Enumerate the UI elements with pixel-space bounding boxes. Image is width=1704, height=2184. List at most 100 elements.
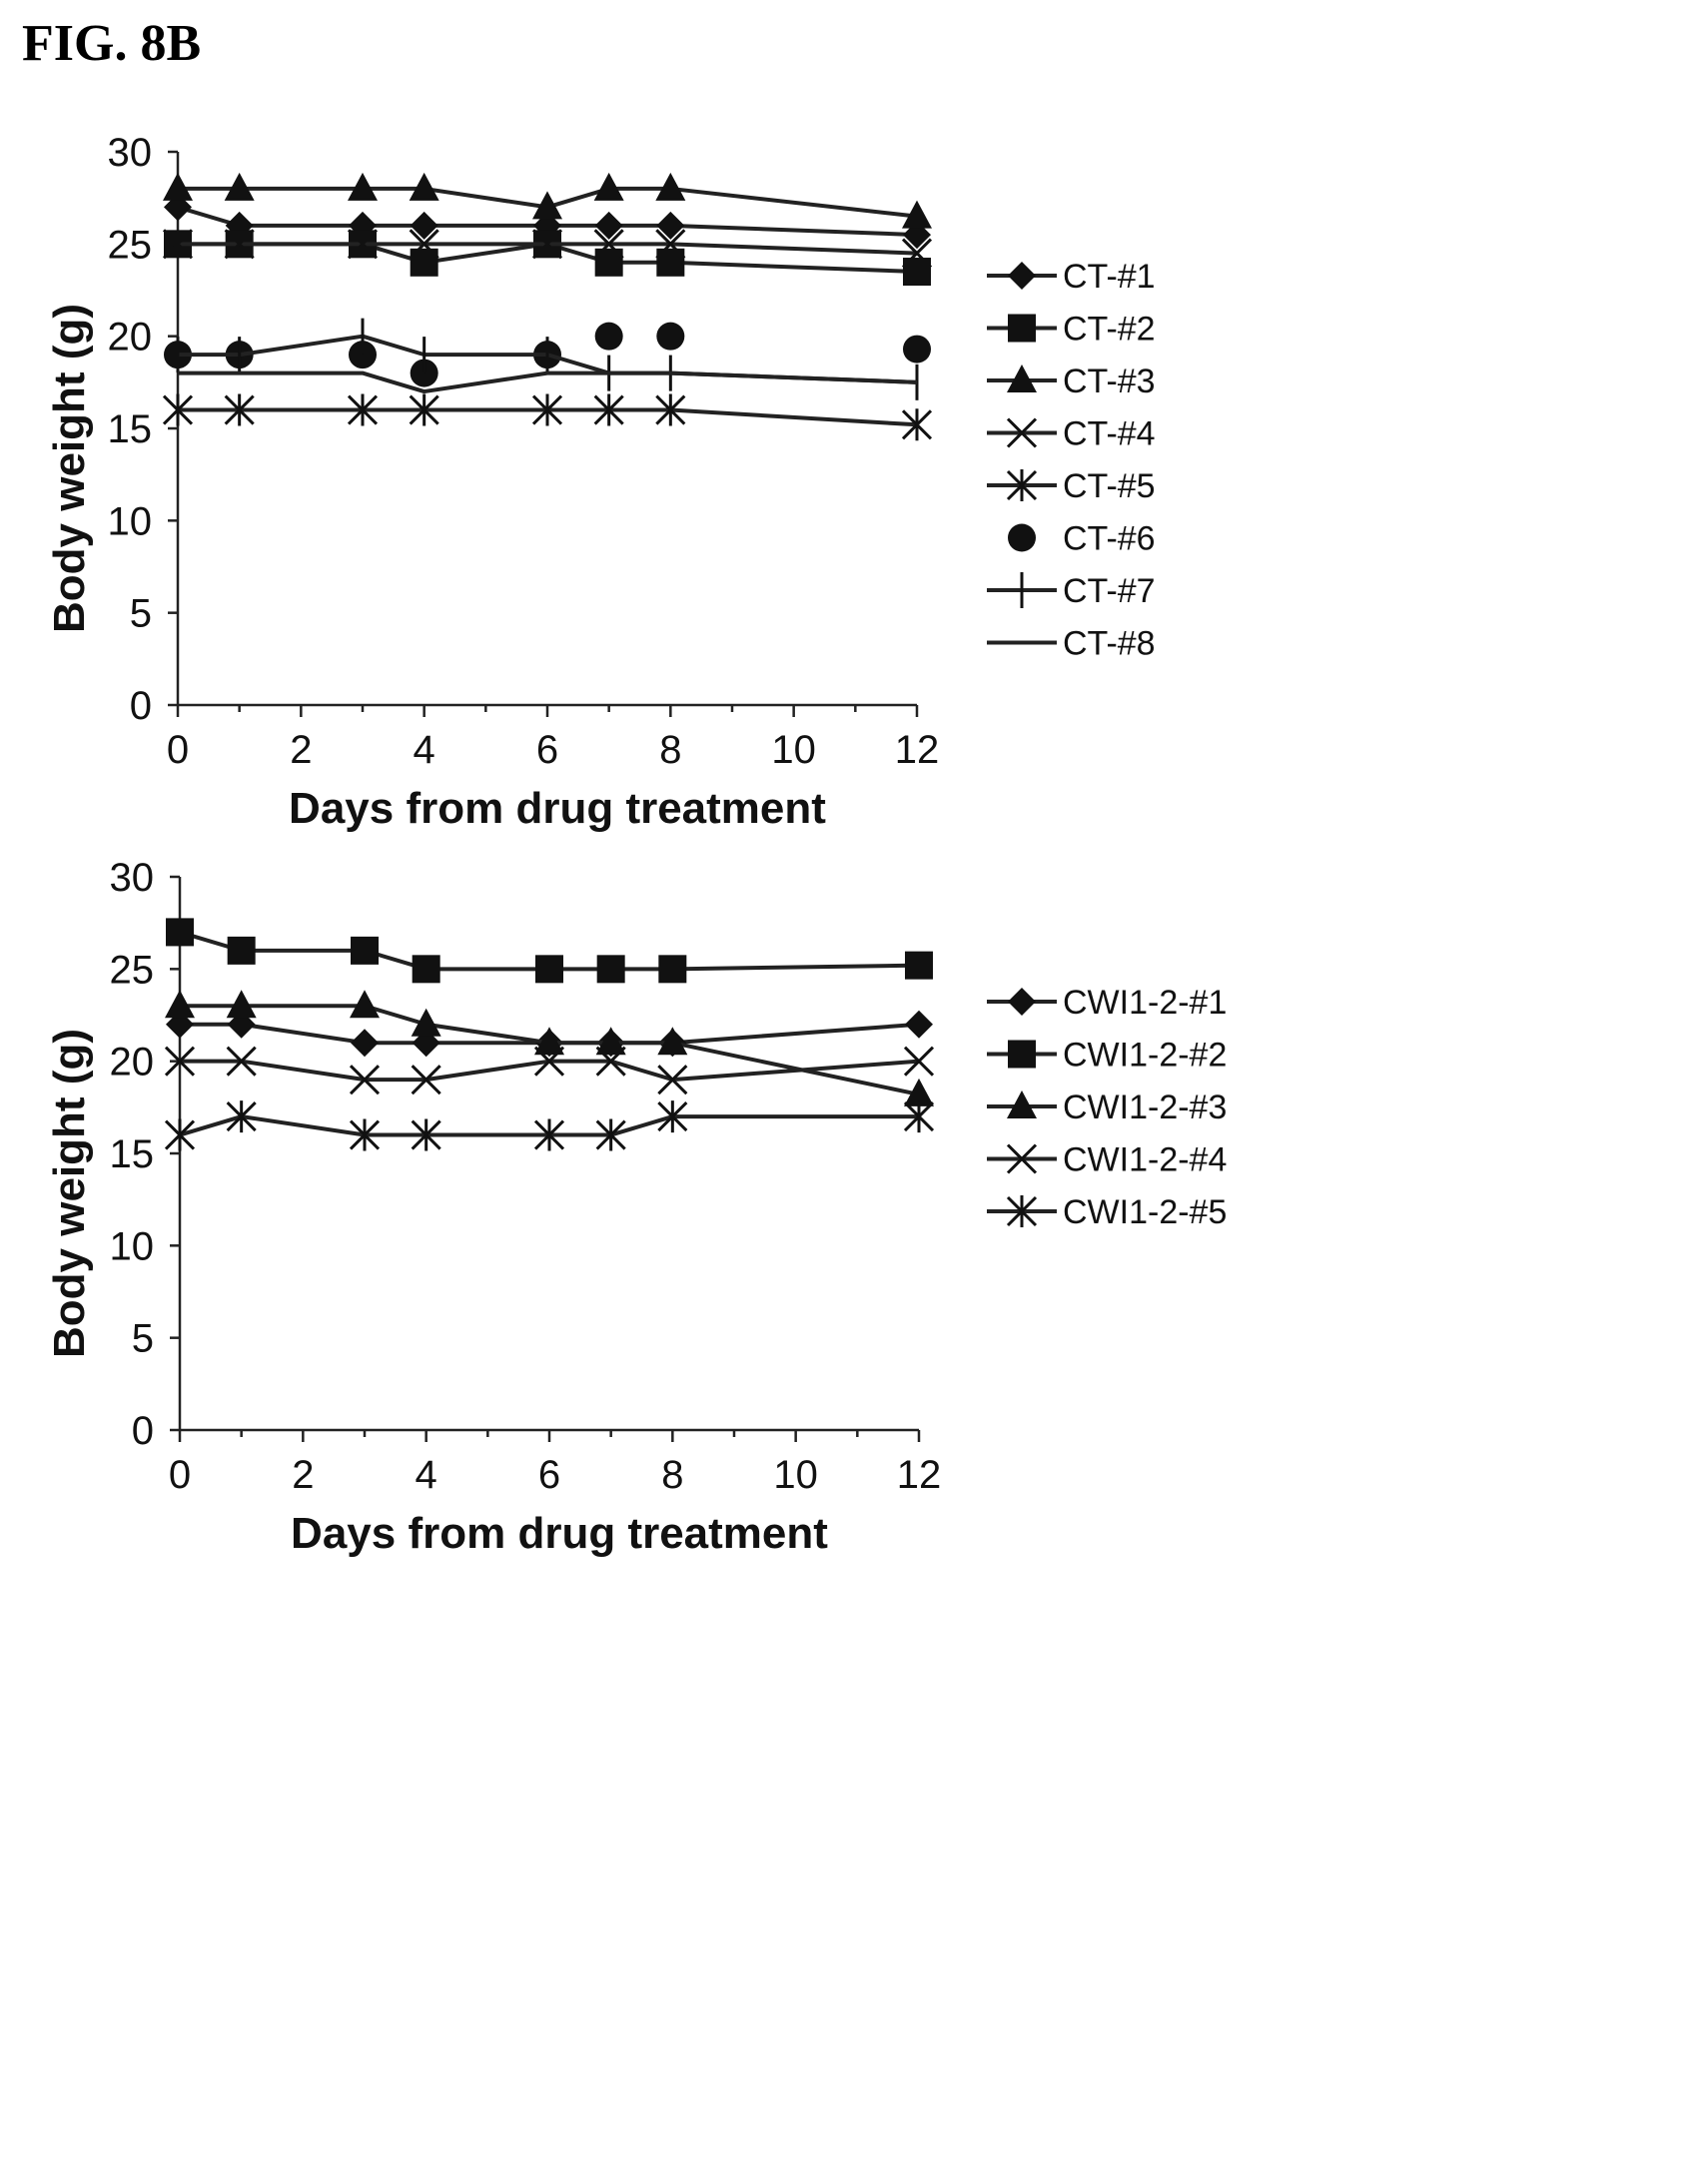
data-point — [656, 211, 685, 240]
legend-marker — [1006, 1195, 1038, 1227]
legend-label: CT-#3 — [1063, 363, 1156, 400]
x-tick-label: 4 — [416, 1453, 437, 1497]
data-point — [162, 393, 194, 426]
legend-entry-1: CT-#1 — [987, 258, 1156, 296]
legend-marker — [1006, 1143, 1038, 1174]
data-point — [350, 990, 380, 1019]
data-point — [224, 393, 255, 426]
data-point — [533, 1046, 565, 1077]
x-axis-title: Days from drug treatment — [289, 784, 826, 833]
x-tick-label: 4 — [414, 728, 435, 772]
data-point — [593, 172, 624, 201]
legend-label: CWI1-2-#5 — [1063, 1193, 1227, 1231]
data-point — [224, 229, 255, 260]
legend-entry-2: CWI1-2-#2 — [987, 1037, 1227, 1075]
data-point — [595, 1118, 626, 1151]
x-tick-label: 8 — [661, 1453, 683, 1497]
legend-marker — [1007, 364, 1037, 392]
series-6 — [164, 322, 931, 387]
data-point — [658, 955, 687, 984]
series-5 — [162, 393, 933, 441]
legend-marker — [1008, 314, 1036, 343]
y-tick-label: 10 — [108, 499, 153, 543]
y-tick-label: 0 — [130, 684, 152, 728]
legend-label: CT-#4 — [1063, 415, 1156, 453]
series-2 — [166, 918, 933, 984]
x-tick-label: 0 — [167, 728, 189, 772]
data-point — [226, 1100, 257, 1133]
legend-label: CWI1-2-#3 — [1063, 1089, 1227, 1126]
legend-entry-6: CT-#6 — [1008, 520, 1156, 558]
series-line — [180, 1059, 920, 1083]
x-tick-label: 8 — [659, 728, 681, 772]
legend-entry-5: CWI1-2-#5 — [987, 1193, 1227, 1231]
data-point — [411, 1065, 441, 1095]
legend-label: CWI1-2-#1 — [1063, 984, 1227, 1022]
data-point — [351, 936, 379, 965]
legend-entry-7: CT-#7 — [987, 572, 1156, 610]
legend-marker — [1008, 523, 1036, 552]
data-point — [904, 1078, 934, 1106]
legend-marker — [1006, 469, 1038, 501]
x-tick-label: 6 — [536, 728, 558, 772]
y-tick-label: 15 — [108, 407, 153, 451]
y-tick-label: 5 — [132, 1317, 154, 1361]
data-point — [409, 229, 439, 260]
legend-label: CT-#2 — [1063, 311, 1156, 349]
data-point — [163, 172, 193, 201]
chart-panel-2: 0 5 10 15 20 25 30 0 2 4 6 8 10 12 Days from drug trea… — [45, 856, 1227, 1558]
series-4 — [164, 1046, 935, 1095]
series-4 — [162, 229, 933, 269]
y-tick-label: 25 — [110, 948, 155, 992]
series-3 — [165, 990, 934, 1106]
data-point — [901, 408, 933, 441]
data-point — [226, 1046, 257, 1077]
y-tick-label: 15 — [110, 1132, 155, 1176]
figure-label: FIG. 8B — [22, 15, 202, 72]
data-point — [595, 1027, 626, 1056]
data-point — [655, 393, 686, 426]
legend-entry-3: CWI1-2-#3 — [987, 1089, 1227, 1126]
x-tick-label: 0 — [169, 1453, 191, 1497]
data-point — [593, 229, 624, 260]
y-axis-title: Body weight (g) — [45, 304, 94, 633]
y-axis-title: Body weight (g) — [45, 1029, 94, 1358]
data-point — [165, 990, 195, 1019]
legend-label: CT-#5 — [1063, 467, 1156, 505]
data-point — [409, 172, 439, 201]
data-point — [657, 1027, 688, 1056]
data-point — [411, 1118, 441, 1151]
data-point — [533, 1118, 565, 1151]
legend-marker — [1008, 988, 1036, 1016]
data-point — [411, 1008, 441, 1037]
data-point — [532, 191, 562, 220]
data-point — [410, 211, 438, 240]
legend-label: CWI1-2-#2 — [1063, 1037, 1227, 1075]
data-point — [901, 238, 933, 269]
legend-label: CT-#6 — [1063, 520, 1156, 558]
data-point — [902, 200, 932, 229]
legend-entry-5: CT-#5 — [987, 467, 1156, 505]
y-tick-label: 20 — [108, 316, 153, 360]
data-point — [226, 990, 257, 1019]
legend-marker — [1007, 1091, 1037, 1118]
data-point — [349, 341, 377, 369]
data-point — [905, 951, 933, 980]
y-tick-label: 5 — [130, 592, 152, 636]
data-point — [593, 393, 624, 426]
data-point — [656, 322, 685, 351]
series-line — [178, 242, 918, 256]
y-tick-label: 20 — [110, 1041, 155, 1085]
data-point — [410, 359, 438, 387]
x-tick-label: 10 — [773, 1453, 818, 1497]
x-tick-label: 2 — [290, 728, 312, 772]
data-point — [531, 229, 563, 260]
legend-entry-1: CWI1-2-#1 — [987, 984, 1227, 1022]
data-point — [348, 172, 378, 201]
data-point — [162, 229, 194, 260]
data-point — [657, 1100, 688, 1133]
x-tick-label: 2 — [292, 1453, 314, 1497]
data-point — [164, 1046, 196, 1077]
data-point — [534, 1027, 564, 1056]
